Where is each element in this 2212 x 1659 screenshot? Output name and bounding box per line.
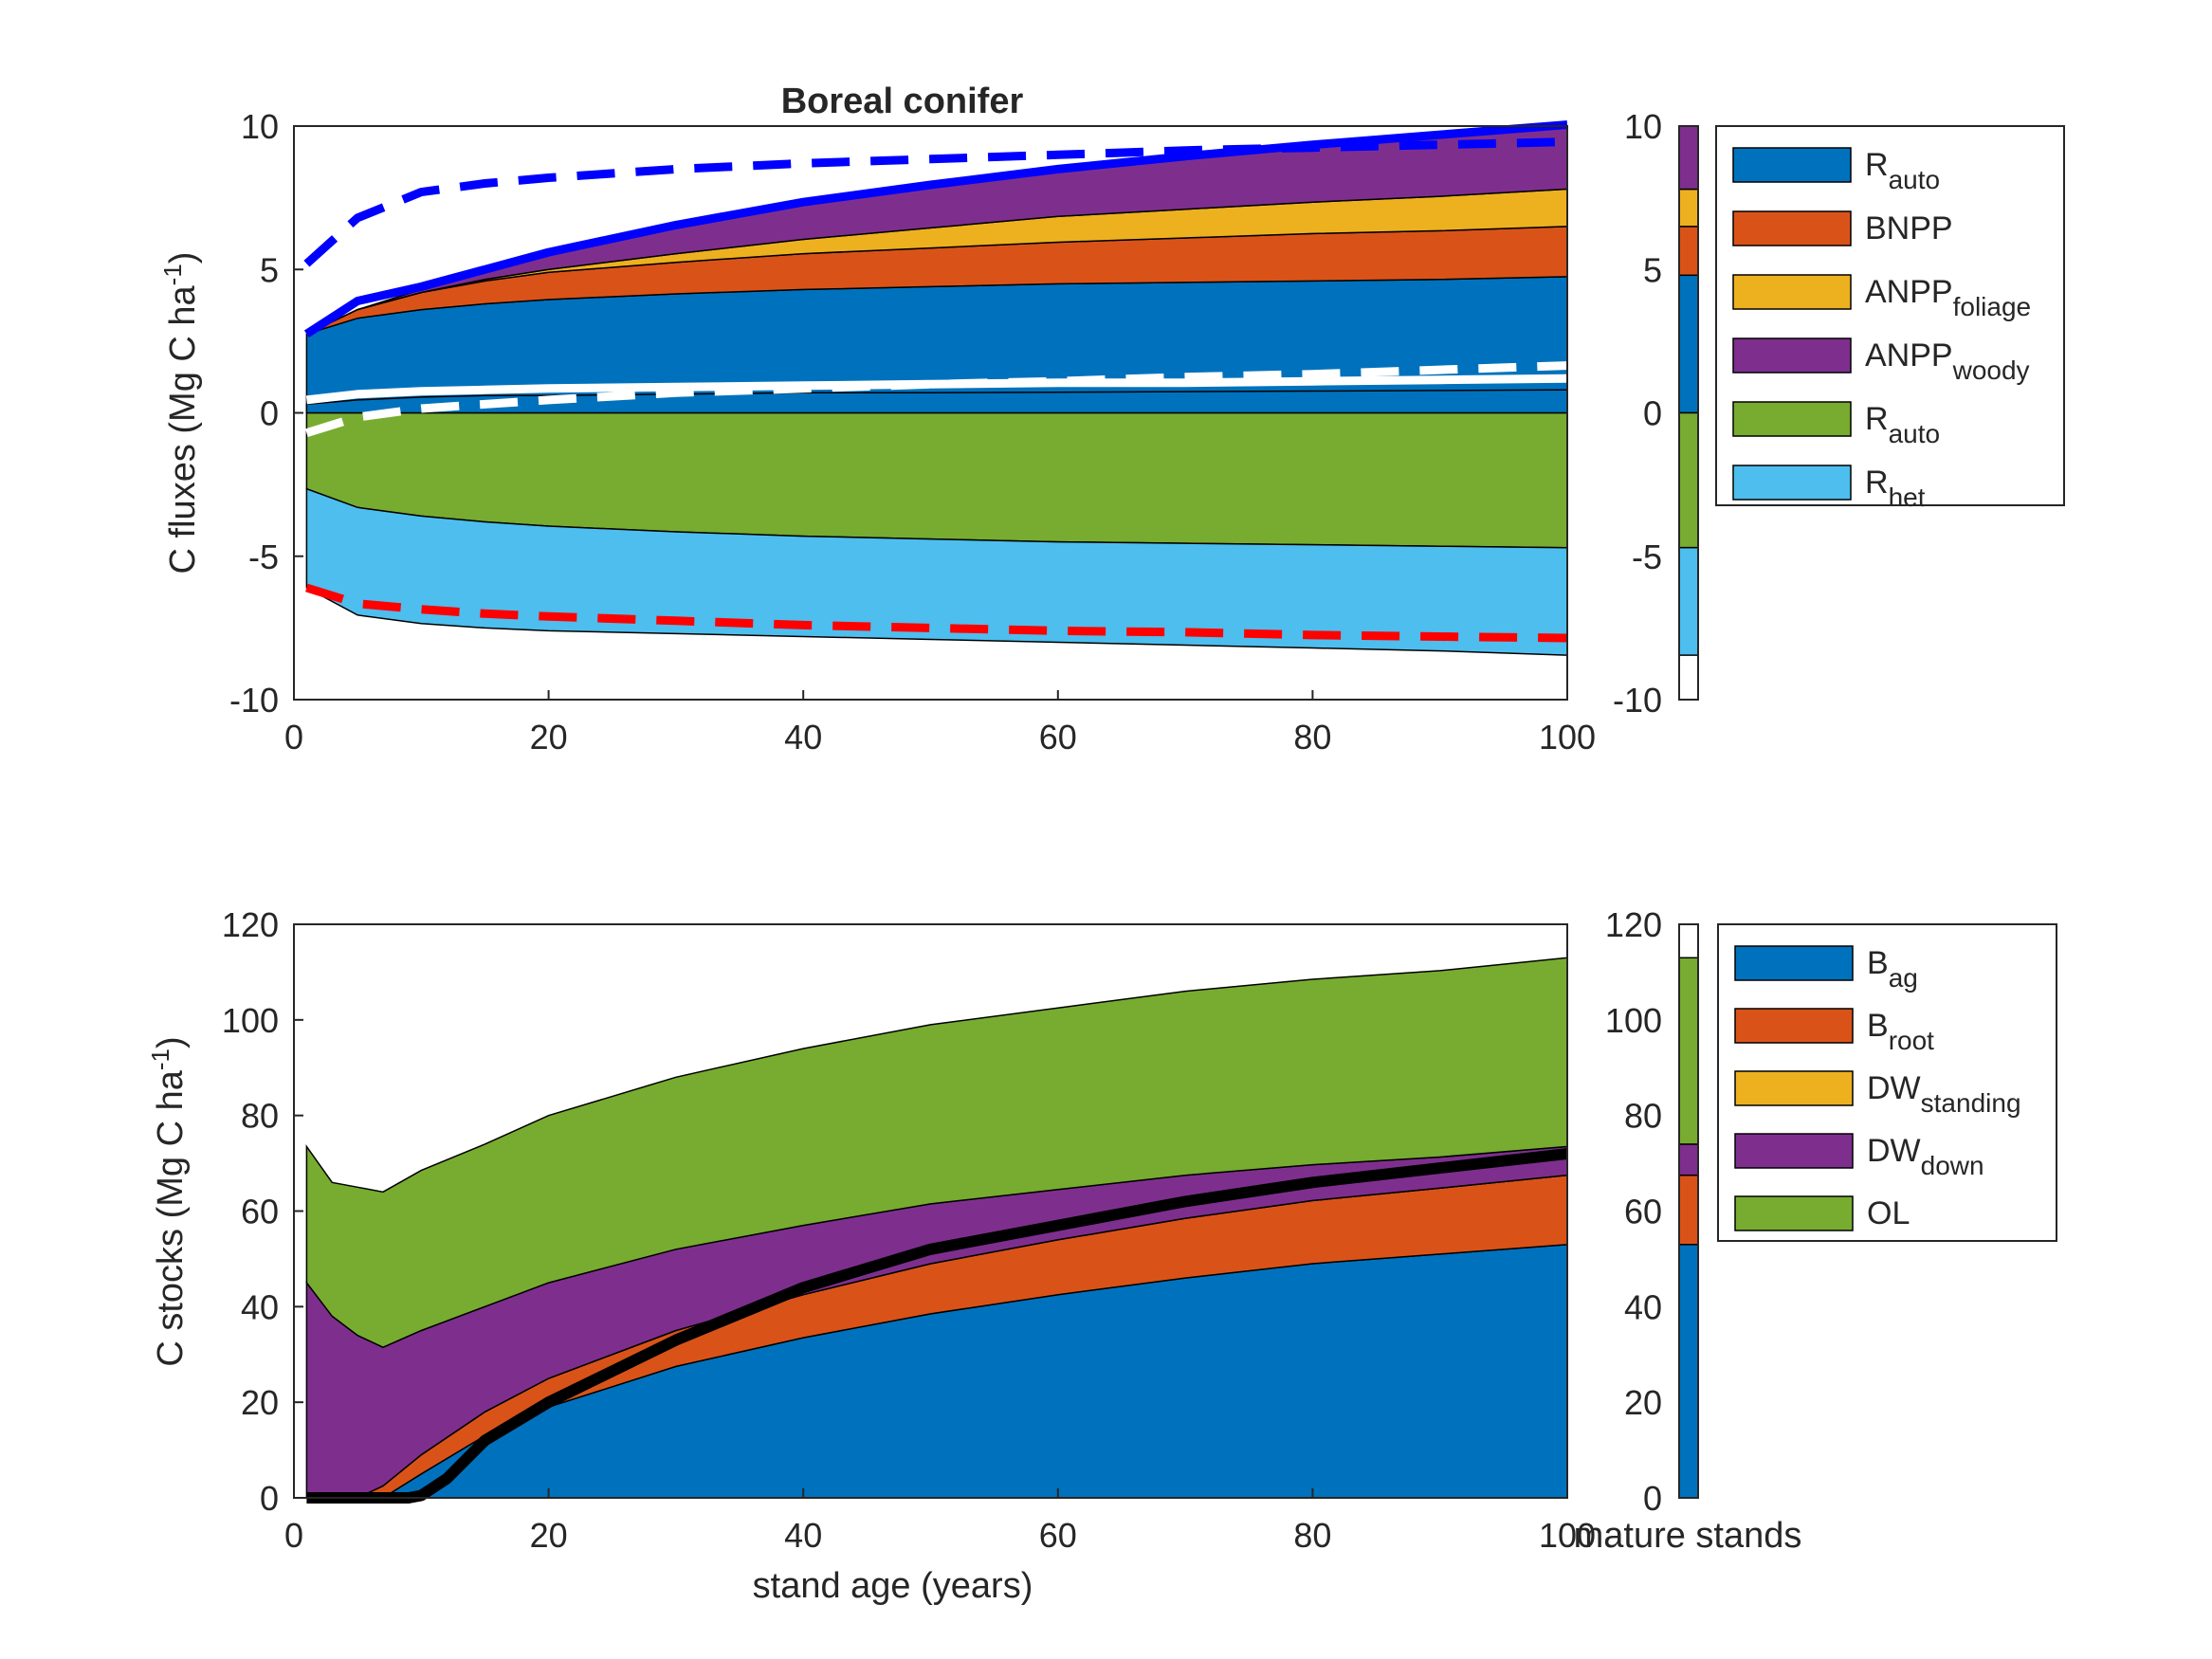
stock-legend-swatch-0: [1734, 945, 1854, 981]
flux-legend-swatch-0: [1732, 147, 1852, 183]
flux-mature-segment-negative-0: [1678, 411, 1699, 549]
stock-x-tick-label: 20: [530, 1516, 568, 1555]
stock-panel: C stocks (Mg C ha-1) stand age (years) 0…: [146, 905, 2057, 1606]
stock-legend: Bag Broot DWstanding DWdown OL: [1717, 923, 2057, 1242]
stock-mature-tick-label: 60: [1624, 1193, 1662, 1231]
flux-mature-ticks: -10 -5 0 5 10: [1613, 107, 1662, 720]
stock-mature-bar: [1678, 923, 1699, 1499]
flux-x-tick-label: 0: [284, 718, 303, 757]
flux-y-tick-label: 5: [260, 250, 279, 289]
flux-legend-label-4: Rauto: [1865, 401, 1940, 448]
stock-y-tick-label: 60: [241, 1193, 279, 1231]
flux-legend-swatch-2: [1732, 274, 1852, 310]
stock-x-tick-label: 60: [1039, 1516, 1077, 1555]
flux-legend-label-1: BNPP: [1865, 210, 1953, 246]
flux-legend-swatch-1: [1732, 210, 1852, 246]
flux-legend-label-3: ANPPwoody: [1865, 337, 2030, 385]
flux-mature-segment-positive-3: [1678, 125, 1699, 191]
stock-y-tick-label: 100: [222, 1001, 279, 1040]
flux-x-tick-label: 40: [784, 718, 822, 757]
stock-legend-label-3: DWdown: [1867, 1133, 1984, 1180]
stock-mature-segment-1: [1678, 1174, 1699, 1246]
stock-legend-swatch-2: [1734, 1070, 1854, 1106]
flux-x-tick-label: 60: [1039, 718, 1077, 757]
flux-legend-label-5: Rhet: [1865, 465, 1926, 512]
stock-mature-tick-label: 120: [1605, 905, 1662, 944]
flux-mature-segment-positive-1: [1678, 226, 1699, 277]
stock-mature-frame: [1678, 923, 1699, 1499]
flux-mature-tick-label: 5: [1643, 250, 1662, 289]
stock-x-tick-label: 100: [1539, 1516, 1596, 1555]
flux-y-ticks: -10 -5 0 5 10: [229, 107, 303, 720]
mature-stands-label: mature stands: [1574, 1516, 1802, 1556]
stock-legend-label-4: OL: [1867, 1195, 1910, 1231]
stock-legend-swatch-3: [1734, 1133, 1854, 1169]
flux-legend: Rauto BNPP ANPPfoliage ANPPwoody Rauto Rhet: [1715, 125, 2065, 512]
stock-plot-area: [293, 923, 1568, 1504]
flux-mature-bar: [1678, 125, 1699, 701]
flux-mature-tick-label: -5: [1632, 538, 1662, 576]
flux-line-1: [303, 137, 1568, 267]
flux-mature-tick-label: -10: [1613, 681, 1662, 720]
flux-plot-area: [293, 120, 1568, 701]
stock-legend-swatch-4: [1734, 1195, 1854, 1231]
flux-x-tick-label: 20: [530, 718, 568, 757]
flux-y-tick-label: -10: [229, 681, 279, 720]
flux-mature-frame: [1678, 125, 1699, 701]
stock-mature-tick-label: 20: [1624, 1383, 1662, 1422]
flux-legend-box: [1715, 125, 2065, 506]
flux-y-tick-label: -5: [248, 538, 279, 576]
flux-y-axis-label: C fluxes (Mg C ha-1): [158, 252, 203, 574]
flux-mature-segment-negative-1: [1678, 546, 1699, 656]
flux-x-ticks: 0 20 40 60 80 100: [284, 690, 1596, 757]
flux-mature-tick-label: 0: [1643, 394, 1662, 433]
stock-mature-tick-label: 80: [1624, 1097, 1662, 1136]
flux-x-tick-label: 80: [1293, 718, 1331, 757]
stock-x-axis-label: stand age (years): [753, 1566, 1033, 1606]
flux-legend-swatch-5: [1732, 465, 1852, 501]
flux-legend-label-2: ANPPfoliage: [1865, 274, 2031, 321]
stock-legend-label-2: DWstanding: [1867, 1070, 2021, 1118]
flux-x-tick-label: 100: [1539, 718, 1596, 757]
stock-y-tick-label: 40: [241, 1287, 279, 1326]
flux-line-4: [305, 374, 1568, 405]
stock-x-ticks: 0 20 40 60 80 100: [284, 1488, 1596, 1555]
flux-y-tick-label: 10: [241, 107, 279, 146]
flux-mature-segment-positive-0: [1678, 274, 1699, 414]
flux-mature-tick-label: 10: [1624, 107, 1662, 146]
stock-legend-swatch-1: [1734, 1008, 1854, 1044]
stock-y-tick-label: 80: [241, 1097, 279, 1136]
flux-y-tick-label: 0: [260, 394, 279, 433]
stock-mature-tick-label: 0: [1643, 1479, 1662, 1518]
flux-legend-swatch-3: [1732, 337, 1852, 374]
stock-legend-label-0: Bag: [1867, 945, 1918, 993]
stock-mature-tick-label: 40: [1624, 1287, 1662, 1326]
stock-x-tick-label: 80: [1293, 1516, 1331, 1555]
flux-legend-swatch-4: [1732, 401, 1852, 437]
stock-y-ticks: 0 20 40 60 80 100 120: [222, 905, 303, 1518]
stock-x-tick-label: 0: [284, 1516, 303, 1555]
stock-legend-label-1: Broot: [1867, 1008, 1934, 1055]
flux-line-2: [305, 583, 1568, 643]
stock-mature-tick-label: 100: [1605, 1001, 1662, 1040]
flux-panel: Boreal conifer C fluxes (Mg C ha-1) 0 20 4…: [158, 82, 2065, 757]
stock-y-tick-label: 120: [222, 905, 279, 944]
stock-mature-segment-0: [1678, 1244, 1699, 1499]
stock-mature-segment-3: [1678, 1143, 1699, 1176]
stock-y-axis-label: C stocks (Mg C ha-1): [146, 1036, 191, 1366]
stock-y-tick-label: 20: [241, 1383, 279, 1422]
chart-title: Boreal conifer: [781, 82, 1024, 121]
stock-mature-segment-4: [1678, 957, 1699, 1145]
stock-y-tick-label: 0: [260, 1479, 279, 1518]
stock-mature-ticks: 0 20 40 60 80 100 120: [1605, 905, 1662, 1518]
flux-mature-segment-positive-2: [1678, 188, 1699, 228]
flux-legend-label-0: Rauto: [1865, 147, 1940, 194]
stock-x-tick-label: 40: [784, 1516, 822, 1555]
